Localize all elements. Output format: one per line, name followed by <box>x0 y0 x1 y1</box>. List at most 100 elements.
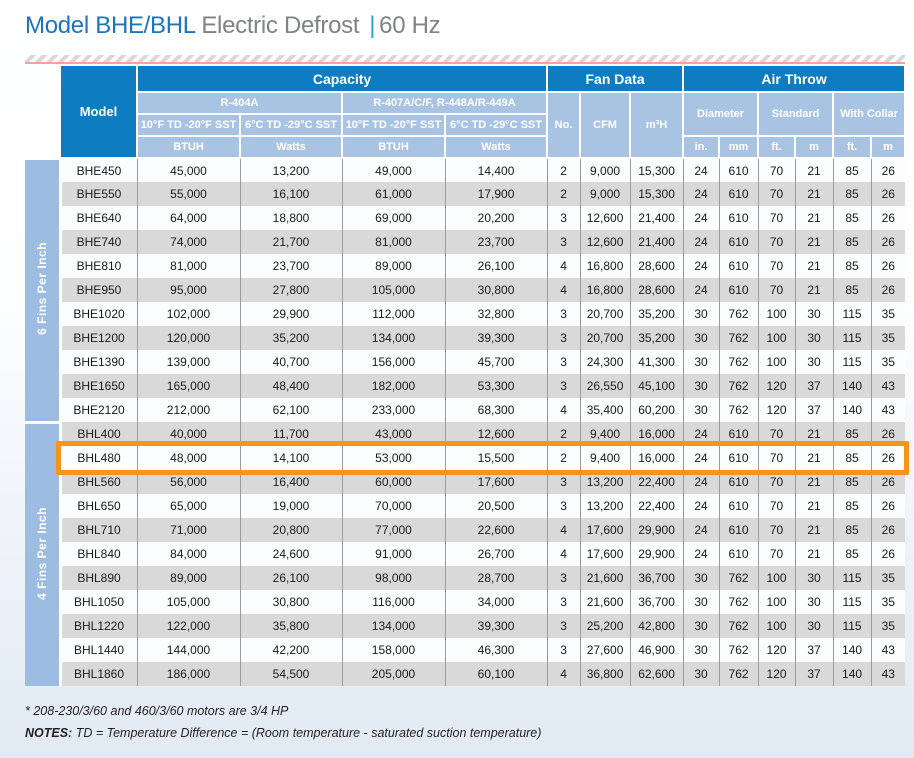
data-cell: 610 <box>718 230 759 254</box>
table-row: BHL650 65,000 19,000 70,000 20,500 3 13,200 22,… <box>25 494 906 518</box>
data-cell: 85 <box>832 494 872 518</box>
data-cell: 35 <box>870 326 906 350</box>
data-cell: 21,600 <box>579 566 631 590</box>
table-row: BHL1440 144,000 42,200 158,000 46,300 3 27,600… <box>25 638 906 662</box>
data-cell: 85 <box>832 158 872 182</box>
data-cell: 32,800 <box>444 302 548 326</box>
data-cell: 762 <box>718 326 759 350</box>
data-cell: 26 <box>870 182 906 206</box>
data-cell: 25,200 <box>579 614 631 638</box>
data-cell: 24 <box>682 254 720 278</box>
model-cell: BHL480 <box>59 446 138 470</box>
data-cell: 37 <box>794 374 834 398</box>
table-row: BHE550 55,000 16,100 61,000 17,900 2 9,000 15,3… <box>25 182 906 206</box>
data-cell: 14,400 <box>444 158 548 182</box>
data-cell: 158,000 <box>341 638 446 662</box>
data-cell: 762 <box>718 662 759 686</box>
table-row: BHE1200 120,000 35,200 134,000 39,300 3 20,700… <box>25 326 906 350</box>
model-cell: BHE1650 <box>59 374 138 398</box>
table-row: BHE640 64,000 18,800 69,000 20,200 3 12,600 21,… <box>25 206 906 230</box>
model-cell: BHL1440 <box>59 638 138 662</box>
data-cell: 3 <box>546 470 581 494</box>
title-subtitle: Electric Defrost <box>201 12 360 39</box>
header-air-throw: Air Throw <box>682 64 907 93</box>
data-cell: 30 <box>682 590 720 614</box>
data-cell: 21 <box>794 230 834 254</box>
data-cell: 26 <box>870 494 906 518</box>
data-cell: 71,000 <box>136 518 241 542</box>
data-cell: 9,000 <box>579 182 631 206</box>
data-cell: 54,500 <box>239 662 343 686</box>
header-cfm: CFM <box>579 91 632 159</box>
header-unit-m-collar: m <box>870 135 907 159</box>
data-cell: 30 <box>794 566 834 590</box>
data-cell: 62,600 <box>629 662 684 686</box>
data-cell: 26 <box>870 518 906 542</box>
data-cell: 30 <box>794 590 834 614</box>
table-row: BHE1390 139,000 40,700 156,000 45,700 3 24,300… <box>25 350 906 374</box>
data-cell: 37 <box>794 398 834 422</box>
header-unit-ft-collar: ft. <box>832 135 873 159</box>
fins-group-label-text: 4 Fins Per Inch <box>34 506 49 600</box>
data-cell: 29,900 <box>239 302 343 326</box>
model-cell: BHL710 <box>59 518 138 542</box>
header-fans-no: No. <box>546 91 582 159</box>
data-cell: 18,800 <box>239 206 343 230</box>
data-cell: 26 <box>870 422 906 446</box>
table-row: BHE810 81,000 23,700 89,000 26,100 4 16,800 28,… <box>25 254 906 278</box>
data-cell: 46,900 <box>629 638 684 662</box>
data-cell: 85 <box>832 278 872 302</box>
data-cell: 30 <box>794 350 834 374</box>
model-cell: BHL840 <box>59 542 138 566</box>
data-cell: 3 <box>546 566 581 590</box>
data-cell: 233,000 <box>341 398 446 422</box>
data-cell: 19,000 <box>239 494 343 518</box>
data-cell: 4 <box>546 398 581 422</box>
header-with-collar: With Collar <box>832 91 907 137</box>
data-cell: 77,000 <box>341 518 446 542</box>
data-cell: 45,700 <box>444 350 548 374</box>
data-cell: 70,000 <box>341 494 446 518</box>
data-cell: 35 <box>870 302 906 326</box>
data-cell: 156,000 <box>341 350 446 374</box>
data-cell: 35 <box>870 614 906 638</box>
data-cell: 89,000 <box>341 254 446 278</box>
data-cell: 85 <box>832 422 872 446</box>
header-unit-ft-std: ft. <box>757 135 797 159</box>
data-cell: 26,100 <box>239 566 343 590</box>
header-condition-f-1: 10°F TD -20°F SST <box>136 113 241 137</box>
data-cell: 70 <box>757 494 796 518</box>
data-cell: 762 <box>718 398 759 422</box>
data-cell: 24 <box>682 278 720 302</box>
data-cell: 42,200 <box>239 638 343 662</box>
data-cell: 28,700 <box>444 566 548 590</box>
data-cell: 610 <box>718 542 759 566</box>
data-cell: 140 <box>832 662 872 686</box>
data-cell: 13,200 <box>239 158 343 182</box>
data-cell: 48,400 <box>239 374 343 398</box>
table-row: BHL1860 186,000 54,500 205,000 60,100 4 36,800… <box>25 662 906 686</box>
data-cell: 21,400 <box>629 206 684 230</box>
model-cell: BHL400 <box>59 422 138 446</box>
data-cell: 98,000 <box>341 566 446 590</box>
data-cell: 70 <box>757 254 796 278</box>
data-cell: 70 <box>757 542 796 566</box>
table-row: BHE740 74,000 21,700 81,000 23,700 3 12,600 21,… <box>25 230 906 254</box>
fins-group-label: 6 Fins Per Inch <box>25 156 62 422</box>
data-cell: 70 <box>757 470 796 494</box>
data-cell: 29,900 <box>629 542 684 566</box>
data-cell: 21,600 <box>579 590 631 614</box>
data-cell: 139,000 <box>136 350 241 374</box>
data-cell: 85 <box>832 542 872 566</box>
header-btuh-1: BTUH <box>136 135 241 159</box>
footnotes: * 208-230/3/60 and 460/3/60 motors are 3… <box>25 701 914 745</box>
data-cell: 610 <box>718 158 759 182</box>
table-row: BHL840 84,000 24,600 91,000 26,700 4 17,600 29,… <box>25 542 906 566</box>
data-cell: 140 <box>832 374 872 398</box>
data-cell: 212,000 <box>136 398 241 422</box>
page-title: Model BHE/BHL Electric Defrost | 60 Hz <box>25 12 914 52</box>
data-cell: 40,000 <box>136 422 241 446</box>
data-cell: 30 <box>682 398 720 422</box>
data-cell: 28,600 <box>629 278 684 302</box>
data-cell: 134,000 <box>341 326 446 350</box>
